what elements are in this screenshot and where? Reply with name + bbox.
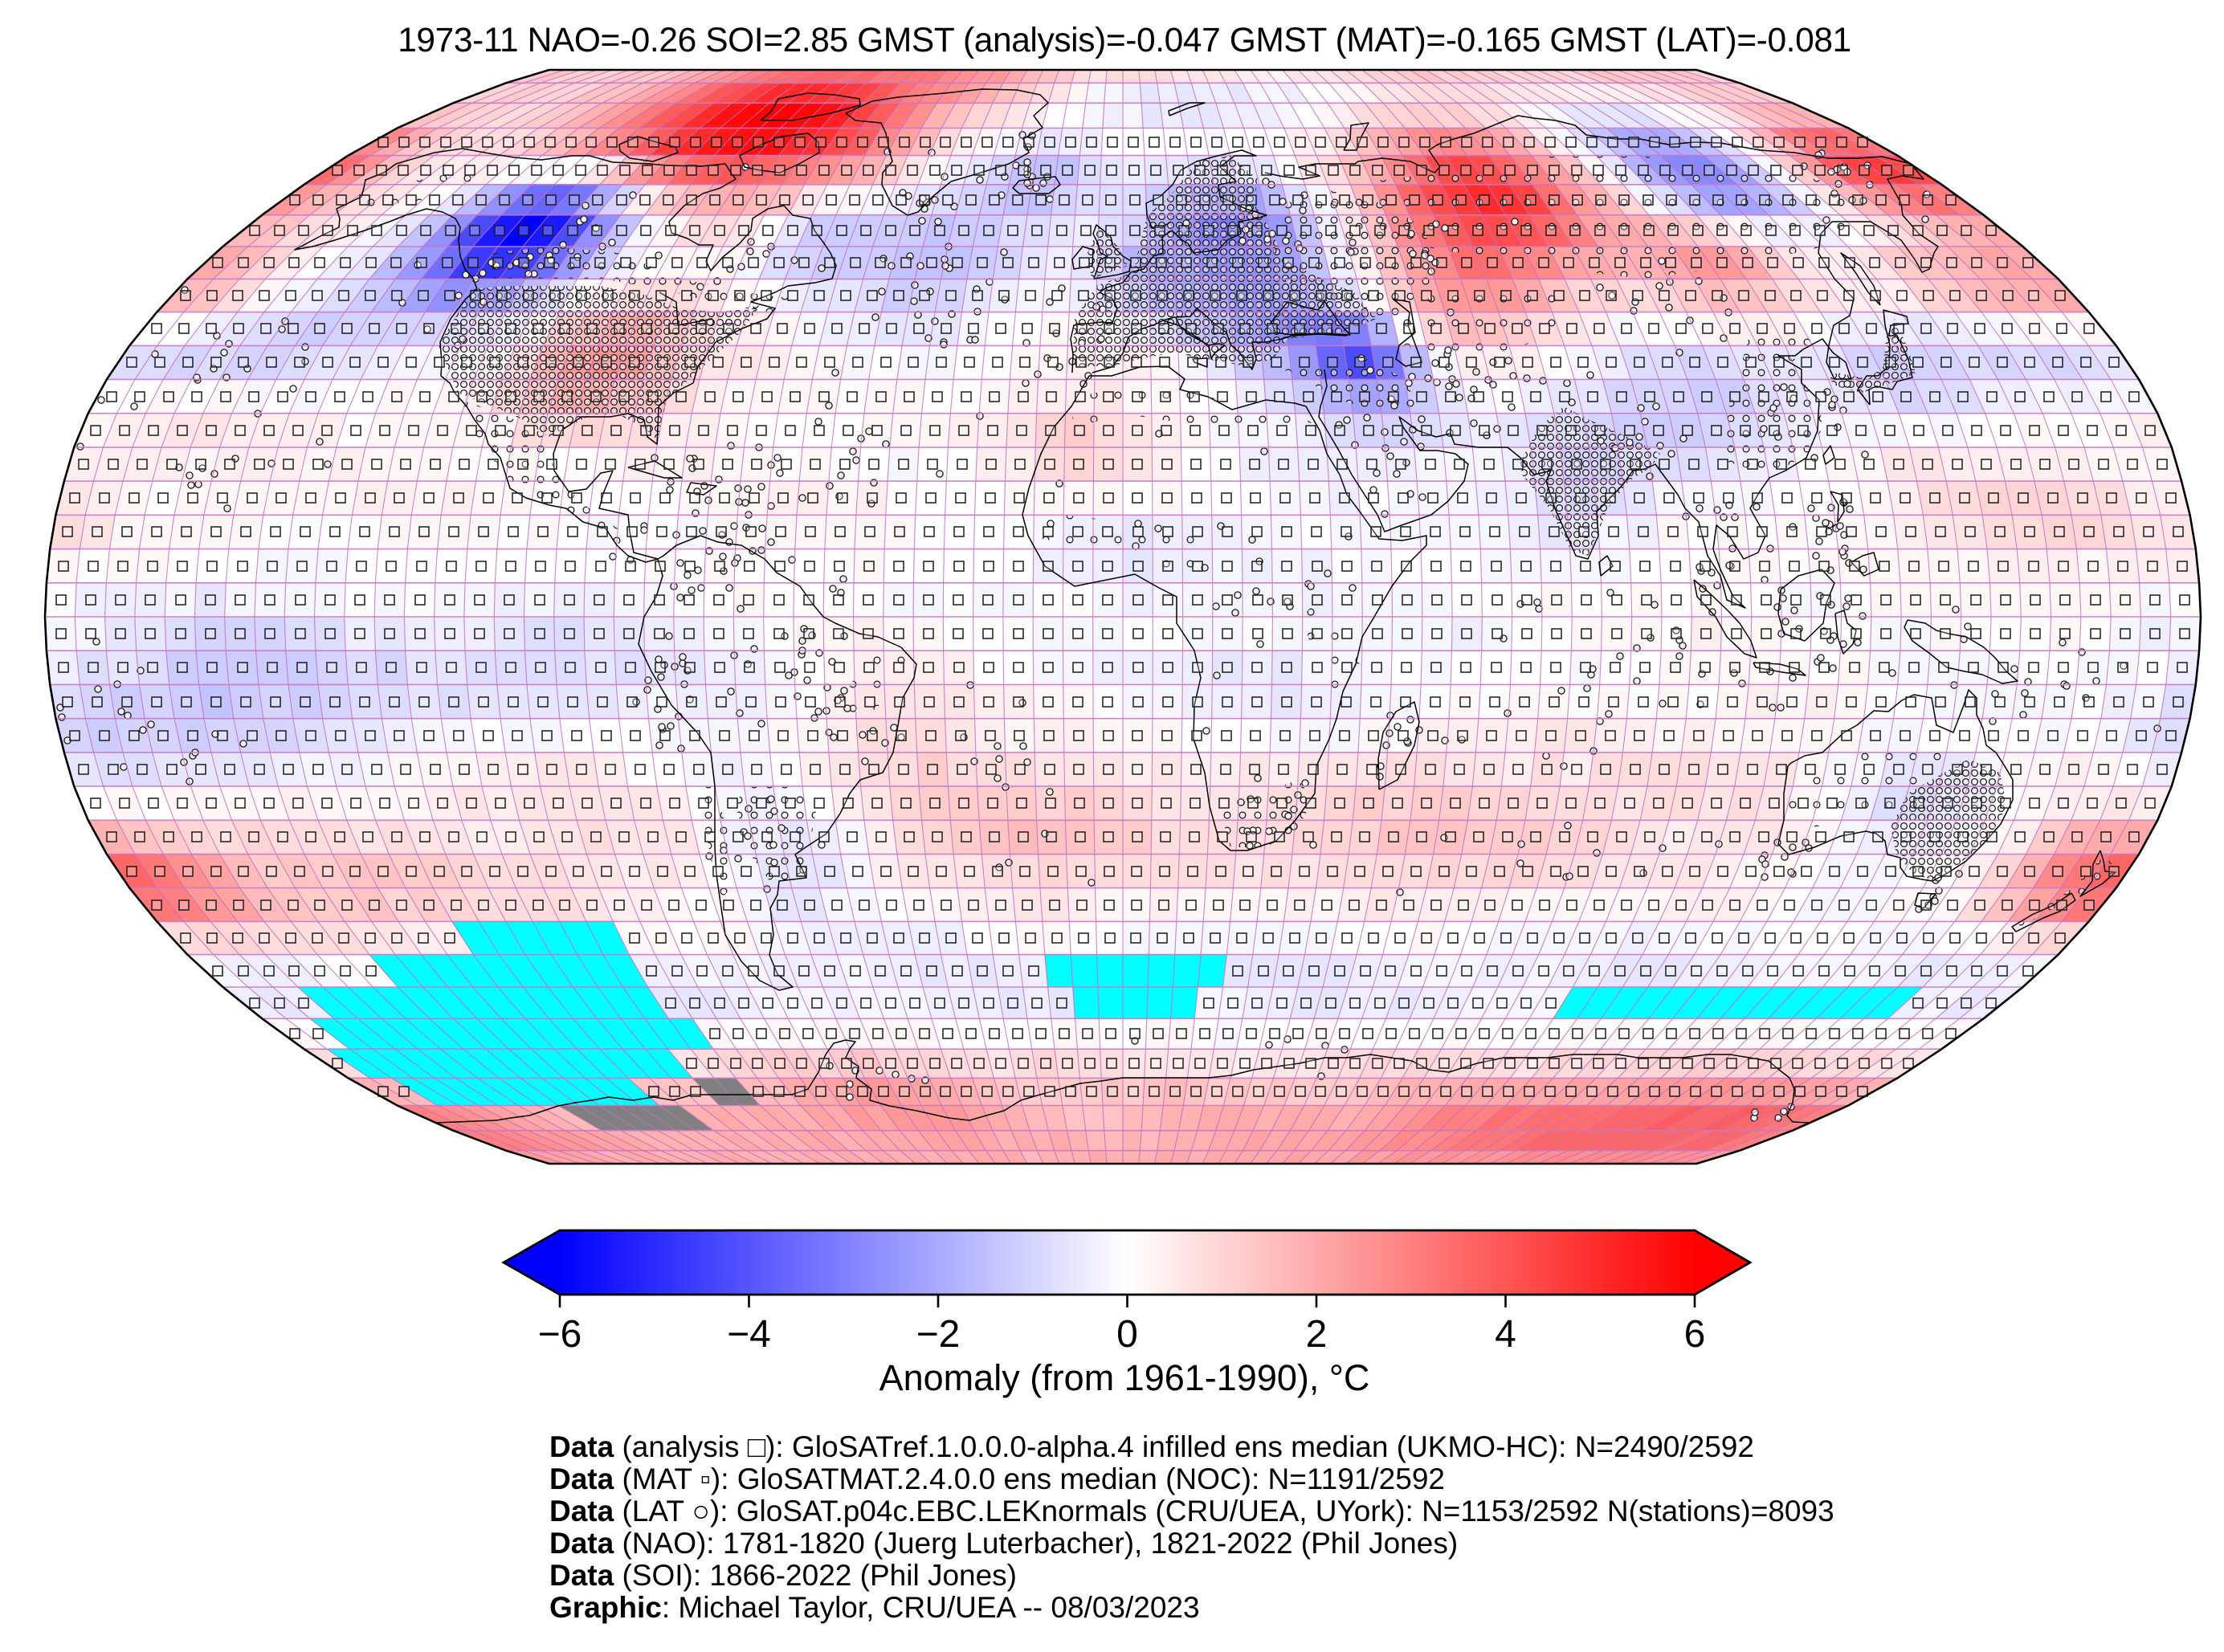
svg-text:Graphic: Michael Taylor, CRU/U: Graphic: Michael Taylor, CRU/UEA -- 08/0…	[549, 1591, 1200, 1624]
svg-text:−4: −4	[727, 1313, 771, 1356]
svg-text:Data (NAO): 1781-1820 (Juerg L: Data (NAO): 1781-1820 (Juerg Luterbacher…	[549, 1527, 1458, 1560]
svg-text:1973-11 NAO=-0.26 SOI=2.85 GMS: 1973-11 NAO=-0.26 SOI=2.85 GMST (analysi…	[398, 22, 1851, 59]
svg-text:6: 6	[1684, 1313, 1706, 1356]
svg-text:−6: −6	[538, 1313, 582, 1356]
svg-text:−2: −2	[916, 1313, 961, 1356]
svg-text:4: 4	[1495, 1313, 1516, 1356]
svg-text:2: 2	[1306, 1313, 1328, 1356]
svg-text:Data (analysis □): GloSATref.1: Data (analysis □): GloSATref.1.0.0.0-alp…	[549, 1430, 1754, 1463]
svg-text:0: 0	[1116, 1313, 1138, 1356]
svg-text:Data (MAT ▫): GloSATMAT.2.4.0.: Data (MAT ▫): GloSATMAT.2.4.0.0 ens medi…	[549, 1462, 1445, 1495]
svg-text:Anomaly (from 1961-1990), °C: Anomaly (from 1961-1990), °C	[879, 1357, 1370, 1398]
svg-text:Data (SOI): 1866-2022 (Phil Jo: Data (SOI): 1866-2022 (Phil Jones)	[549, 1559, 1017, 1592]
svg-text:Data (LAT ○): GloSAT.p04c.EBC.: Data (LAT ○): GloSAT.p04c.EBC.LEKnormals…	[549, 1495, 1834, 1528]
